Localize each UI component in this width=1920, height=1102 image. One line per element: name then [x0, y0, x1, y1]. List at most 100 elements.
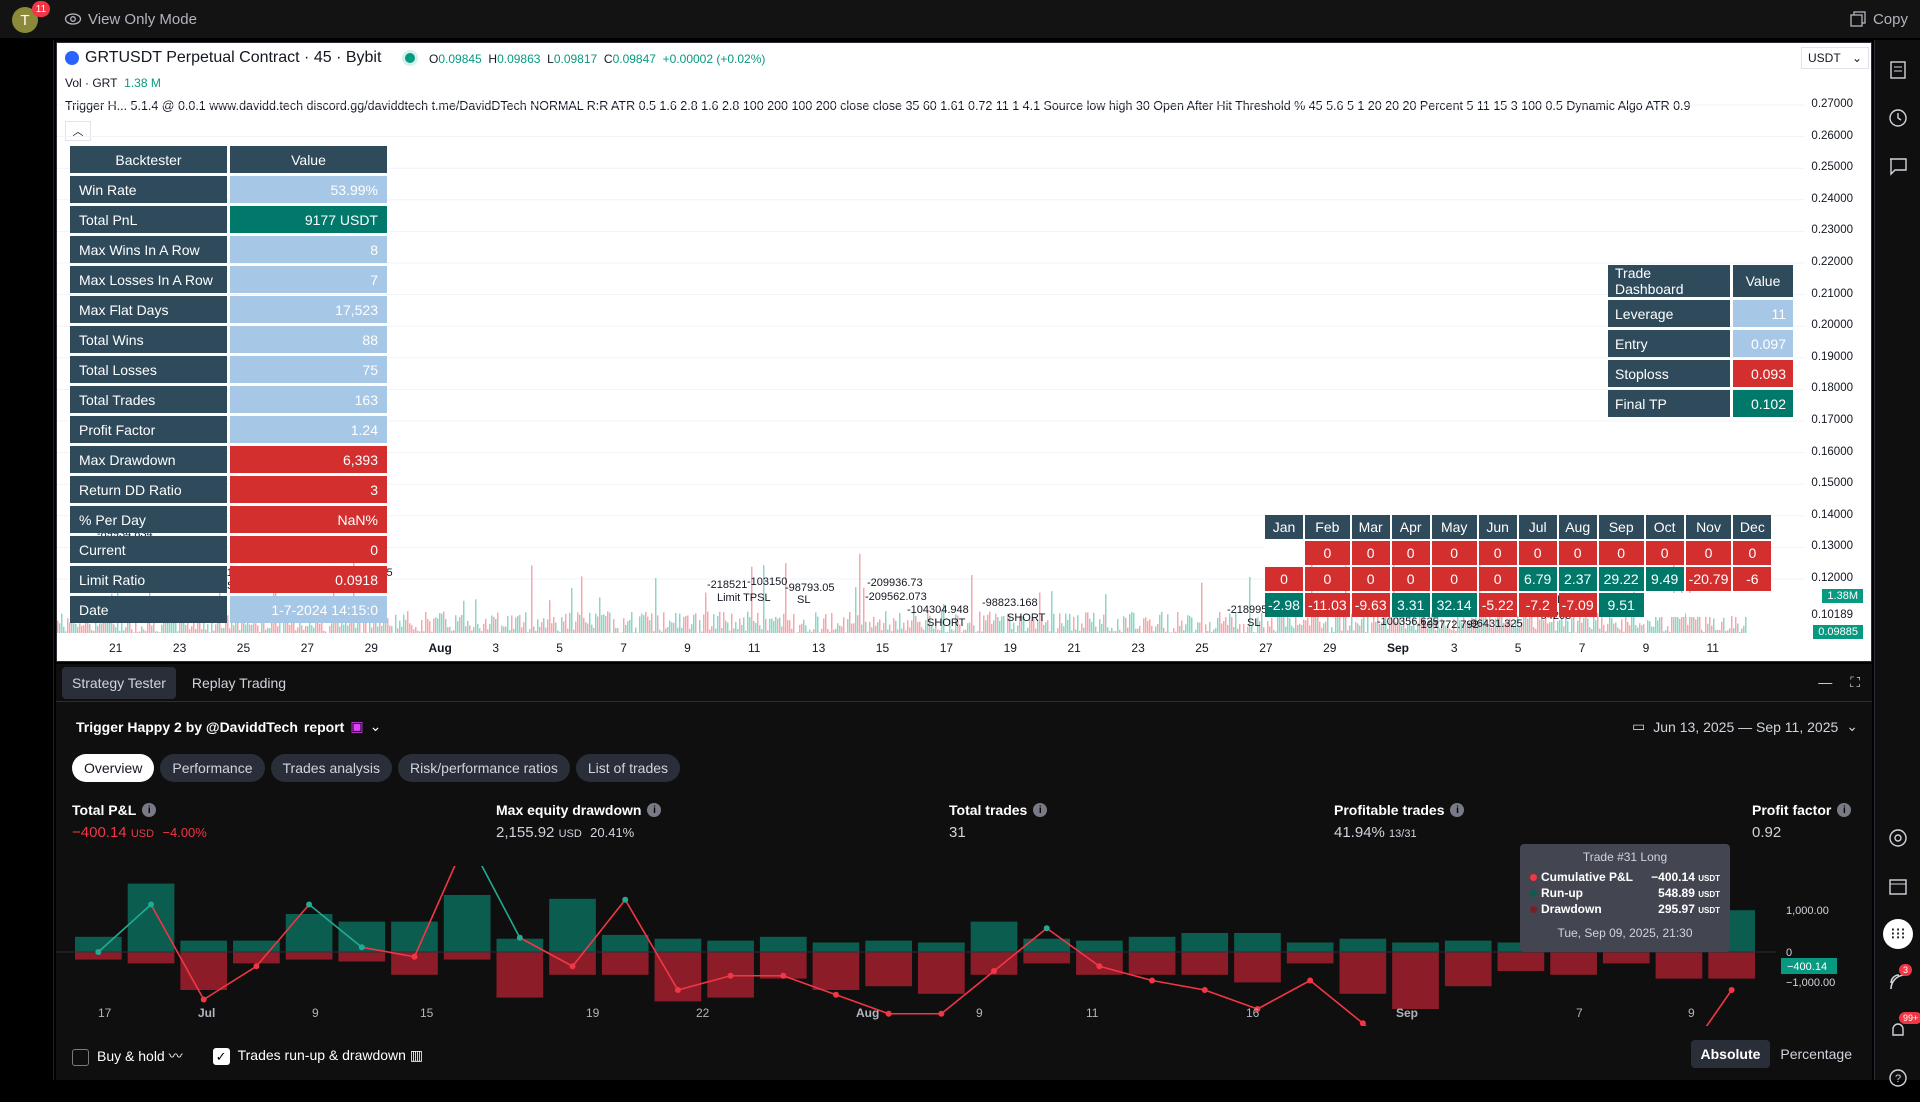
alerts-clock-icon[interactable]: [1875, 94, 1920, 142]
volume-bar: [1711, 626, 1713, 633]
volume-bar: [977, 631, 979, 633]
volume-bar: [1743, 626, 1745, 633]
absolute-button[interactable]: Absolute: [1691, 1040, 1771, 1068]
view-only-mode[interactable]: View Only Mode: [64, 10, 197, 28]
info-icon[interactable]: i: [647, 803, 661, 817]
target-icon[interactable]: [1875, 814, 1920, 862]
month-header: Apr: [1392, 515, 1430, 539]
volume-bar: [501, 626, 503, 633]
volume-bar: [669, 621, 671, 633]
volume-bar: [639, 616, 641, 633]
tab-replay-trading[interactable]: Replay Trading: [182, 667, 296, 699]
strategy-title[interactable]: Trigger Happy 2 by @DaviddTech report ▣ …: [76, 718, 381, 735]
price-tick: 0.23000: [1811, 224, 1853, 236]
tab-list-of-trades[interactable]: List of trades: [576, 754, 680, 782]
volume-bar: [1629, 625, 1631, 633]
price-chart-panel[interactable]: GRTUSDT Perpetual Contract · 45 · Bybit …: [56, 42, 1872, 662]
volume-bar: [457, 621, 459, 633]
backtester-value: NaN%: [230, 506, 387, 533]
backtester-label: Max Drawdown: [70, 446, 227, 473]
volume-bar: [797, 632, 799, 633]
time-tick: 29: [365, 641, 378, 655]
copy-button[interactable]: Copy: [1849, 10, 1908, 28]
volume-bar: [791, 629, 793, 633]
volume-bar: [1727, 630, 1729, 633]
copy-label: Copy: [1873, 11, 1908, 28]
tab-risk-performance-ratios[interactable]: Risk/performance ratios: [398, 754, 570, 782]
info-icon[interactable]: i: [1837, 803, 1851, 817]
minimize-icon[interactable]: —: [1818, 674, 1832, 691]
volume-bar: [1085, 612, 1087, 633]
runup-drawdown-checkbox[interactable]: ✓Trades run-up & drawdown ▥: [213, 1047, 423, 1065]
volume-bar: [615, 628, 617, 633]
monthly-cell: 0: [1392, 541, 1430, 565]
volume-bar: [1729, 628, 1731, 633]
volume-bar: [535, 631, 537, 633]
calendar-icon[interactable]: [1875, 862, 1920, 910]
time-tick: 29: [1323, 641, 1336, 655]
backtester-header: Backtester Value: [70, 146, 387, 173]
volume-bar: [559, 632, 561, 633]
volume-bar: [995, 614, 997, 633]
volume-bar: [905, 630, 907, 633]
chat-icon[interactable]: [1875, 142, 1920, 190]
volume-bar: [1087, 612, 1089, 633]
volume-bar: [1607, 624, 1609, 633]
backtester-value: 88: [230, 326, 387, 353]
volume-bar: [329, 626, 331, 633]
volume-bar: [1123, 616, 1125, 633]
volume-bar: [1015, 632, 1017, 633]
time-tick: 11: [748, 641, 760, 655]
help-icon[interactable]: ?: [1875, 1054, 1920, 1102]
monthly-cell: 6.79: [1519, 567, 1557, 591]
month-header: May: [1432, 515, 1477, 539]
volume-bar: [1063, 626, 1065, 633]
volume-bar: [123, 630, 125, 633]
monthly-cell: 0: [1519, 541, 1557, 565]
info-icon[interactable]: i: [1450, 803, 1464, 817]
tab-performance[interactable]: Performance: [160, 754, 264, 782]
notifications-icon[interactable]: 99+: [1875, 1006, 1920, 1054]
volume-bar: [821, 629, 823, 633]
volume-bar: [757, 613, 759, 633]
signal-feed-icon[interactable]: 3: [1875, 958, 1920, 1006]
drawdown-bar: [233, 952, 280, 963]
volume-bar: [371, 627, 373, 633]
volume-bar: [591, 625, 593, 633]
tab-trades-analysis[interactable]: Trades analysis: [271, 754, 393, 782]
tab-strategy-tester[interactable]: Strategy Tester: [62, 667, 176, 699]
volume-bar: [1543, 620, 1545, 633]
percentage-button[interactable]: Percentage: [1770, 1040, 1862, 1068]
volume-bar: [769, 619, 771, 633]
buy-hold-checkbox[interactable]: Buy & hold 〰: [72, 1046, 183, 1066]
drawdown-bar: [865, 952, 912, 986]
backtester-label: Return DD Ratio: [70, 476, 227, 503]
volume-bar: [917, 622, 919, 633]
info-icon[interactable]: i: [1033, 803, 1047, 817]
volume-bar: [1653, 627, 1655, 633]
volume-bar: [1667, 626, 1669, 633]
backtester-value: 1.24: [230, 416, 387, 443]
info-icon[interactable]: i: [142, 803, 156, 817]
volume-bar: [355, 628, 357, 633]
watchlist-icon[interactable]: [1875, 46, 1920, 94]
apps-grid-icon[interactable]: ⁝⁝⁝: [1875, 910, 1920, 958]
volume-bar: [289, 625, 291, 633]
runup-bar: [1076, 941, 1123, 952]
volume-bar: [1725, 631, 1727, 633]
runup-bar: [1234, 933, 1281, 952]
volume-bar: [427, 619, 429, 633]
volume-bar: [1131, 612, 1133, 633]
volume-bar: [909, 627, 911, 633]
maximize-icon[interactable]: ⛶: [1850, 674, 1860, 691]
volume-bar: [971, 575, 973, 633]
tab-overview[interactable]: Overview: [72, 754, 154, 782]
volume-bar: [405, 620, 407, 633]
volume-bar: [1107, 627, 1109, 633]
volume-bar: [1073, 617, 1075, 633]
date-range-selector[interactable]: ▭ Jun 13, 2025 — Sep 11, 2025 ⌄: [1632, 718, 1858, 735]
monthly-cell: [1733, 593, 1771, 617]
